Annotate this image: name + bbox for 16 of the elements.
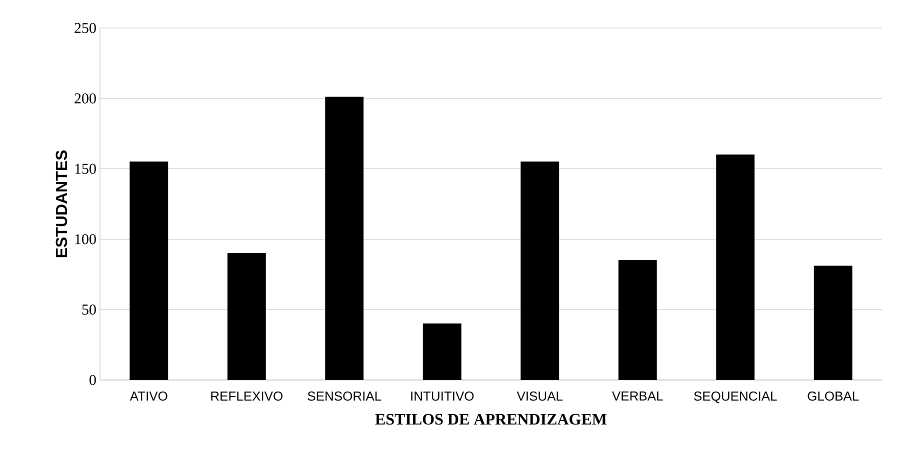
y-tick-label: 250 [74, 22, 96, 34]
x-tick-label: SEQUENCIAL [694, 392, 777, 404]
y-axis-title: ESTUDANTES [56, 150, 68, 258]
y-tick-label: 0 [90, 374, 96, 386]
x-axis-title: ESTILOS DE APRENDIZAGEM [375, 414, 607, 425]
x-tick-label: ATIVO [130, 392, 168, 401]
x-tick-label: VERBAL [612, 392, 663, 400]
y-tick-label: 200 [74, 93, 96, 104]
y-tick-label: 100 [75, 234, 96, 244]
x-tick-label: INTUITIVO [411, 392, 474, 401]
x-tick-label: GLOBAL [808, 392, 859, 401]
y-tick-label: 50 [82, 304, 96, 315]
x-tick-label: SENSORIAL [308, 392, 382, 401]
x-tick-label: VISUAL [516, 392, 563, 401]
y-tick-label: 150 [75, 164, 96, 174]
x-tick-label: REFLEXIVO [211, 392, 282, 401]
